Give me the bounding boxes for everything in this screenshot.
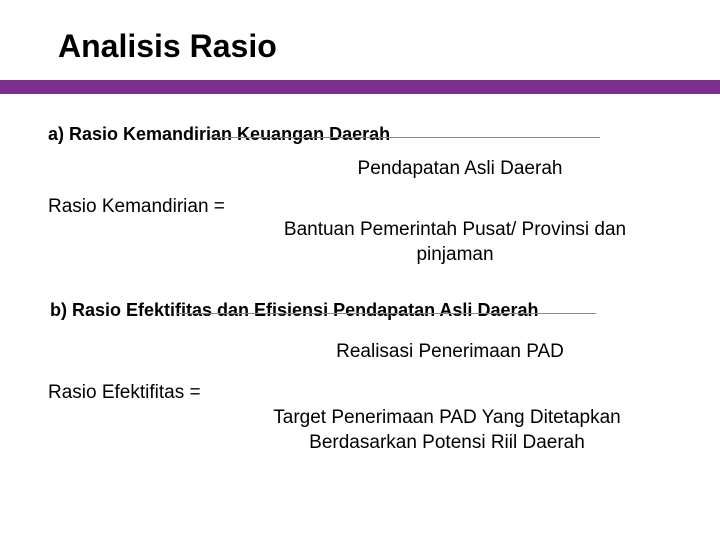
page-title: Analisis Rasio bbox=[58, 28, 277, 65]
formula-b-denominator: Target Penerimaan PAD Yang Ditetapkan Be… bbox=[232, 406, 662, 455]
formula-b-label: Rasio Efektifitas = bbox=[48, 382, 201, 404]
formula-a-label: Rasio Kemandirian = bbox=[48, 196, 225, 218]
title-underline bbox=[0, 80, 720, 94]
slide-container: Analisis Rasio a) Rasio Kemandirian Keua… bbox=[0, 0, 720, 540]
section-a-heading: a) Rasio Kemandirian Keuangan Daerah bbox=[48, 124, 390, 145]
formula-b-numerator: Realisasi Penerimaan PAD bbox=[250, 341, 650, 363]
formula-a-numerator: Pendapatan Asli Daerah bbox=[280, 158, 640, 180]
section-a-underline bbox=[210, 137, 600, 138]
formula-a-denominator: Bantuan Pemerintah Pusat/ Provinsi dan p… bbox=[255, 218, 655, 267]
section-b-underline bbox=[176, 313, 596, 314]
section-b-heading: b) Rasio Efektifitas dan Efisiensi Penda… bbox=[50, 300, 538, 321]
